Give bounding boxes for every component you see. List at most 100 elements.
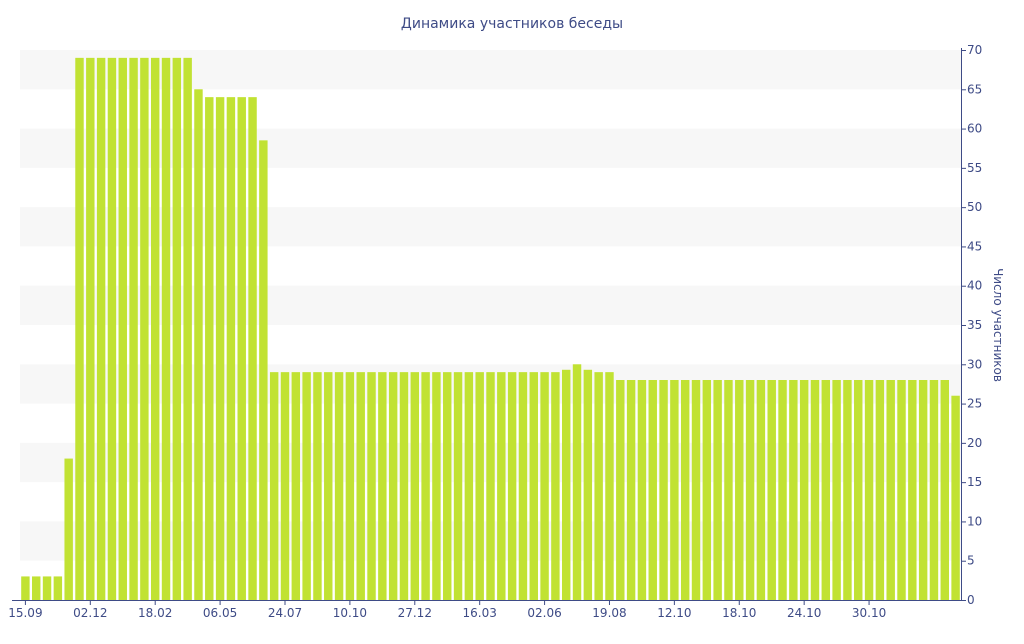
bar xyxy=(248,97,257,601)
bar xyxy=(929,380,939,600)
bar xyxy=(259,140,268,600)
grid-band xyxy=(20,207,961,247)
bar xyxy=(918,380,928,600)
x-tick-label: 24.07 xyxy=(268,606,302,620)
bar xyxy=(702,380,712,600)
bar xyxy=(951,395,960,600)
bar xyxy=(475,372,484,600)
bar xyxy=(518,372,528,600)
bar xyxy=(86,57,95,601)
bar xyxy=(875,380,885,600)
bar xyxy=(172,57,182,601)
grid-band xyxy=(20,128,961,168)
bars xyxy=(21,57,960,601)
bar xyxy=(313,372,322,600)
bar xyxy=(486,372,495,600)
x-tick-label: 02.12 xyxy=(73,606,107,620)
bar xyxy=(96,57,106,601)
bar xyxy=(616,380,625,600)
axes: 0 5 10 15 20 25 30 35 40 45 50 55 60 65 70 15.09 02.12 18… xyxy=(8,43,982,620)
bar xyxy=(356,372,365,600)
bar xyxy=(680,380,690,600)
bar xyxy=(540,372,549,600)
bar xyxy=(410,372,420,600)
bar xyxy=(64,458,73,600)
x-tick-label: 18.02 xyxy=(138,606,172,620)
bar xyxy=(767,380,776,600)
bar xyxy=(626,380,636,600)
bar xyxy=(215,97,225,601)
bar xyxy=(42,576,52,600)
bar xyxy=(291,372,301,600)
x-tick-label: 19.08 xyxy=(592,606,626,620)
bar xyxy=(854,380,863,600)
bar xyxy=(745,380,755,600)
bar xyxy=(367,372,376,600)
x-tick-label: 18.10 xyxy=(722,606,756,620)
y-tick-label: 40 xyxy=(967,279,982,293)
bar xyxy=(594,372,603,600)
bar xyxy=(886,380,895,600)
bar xyxy=(572,364,582,600)
bar xyxy=(443,372,452,600)
bar xyxy=(497,372,506,600)
bar xyxy=(821,380,831,600)
bar xyxy=(864,380,874,600)
y-tick-label: 65 xyxy=(967,82,982,96)
bar xyxy=(843,380,852,600)
bar xyxy=(302,372,311,600)
bar xyxy=(107,57,117,601)
x-tick-label: 27.12 xyxy=(398,606,432,620)
bar xyxy=(756,380,766,600)
bar xyxy=(659,380,668,600)
bar xyxy=(897,380,906,600)
bar xyxy=(670,380,679,600)
x-tick-label: 30.10 xyxy=(852,606,886,620)
bar xyxy=(378,372,387,600)
y-tick-label: 55 xyxy=(967,161,982,175)
bar xyxy=(140,57,149,601)
x-tick-label: 12.10 xyxy=(657,606,691,620)
bar xyxy=(21,576,30,600)
y-tick-label: 45 xyxy=(967,239,982,253)
y-tick-label: 30 xyxy=(967,357,982,371)
grid-band xyxy=(20,285,961,325)
bar xyxy=(269,372,279,600)
bar xyxy=(237,97,246,601)
bar xyxy=(399,372,409,600)
x-tick-label: 24.10 xyxy=(787,606,821,620)
bar xyxy=(324,372,333,600)
bar xyxy=(529,372,538,600)
bar xyxy=(421,372,430,600)
bar xyxy=(789,380,798,600)
bar xyxy=(388,372,398,600)
y-tick-label: 25 xyxy=(967,397,982,411)
y-tick-label: 5 xyxy=(967,554,975,568)
y-tick-label: 70 xyxy=(967,43,982,57)
bar xyxy=(832,380,841,600)
bar xyxy=(118,57,127,601)
bar xyxy=(75,57,84,601)
grid-band xyxy=(20,50,961,90)
bar xyxy=(453,372,463,600)
bar xyxy=(724,380,733,600)
y-tick-label: 35 xyxy=(967,318,982,332)
bar xyxy=(605,372,614,600)
y-tick-label: 15 xyxy=(967,475,982,489)
chart-title: Динамика участников беседы xyxy=(401,16,623,32)
x-tick-label: 15.09 xyxy=(8,606,42,620)
bar xyxy=(778,380,787,600)
bar xyxy=(53,576,63,600)
bar xyxy=(280,372,290,600)
x-tick-label: 10.10 xyxy=(333,606,367,620)
x-tick-label: 16.03 xyxy=(463,606,497,620)
bar xyxy=(799,380,809,600)
bar xyxy=(551,372,560,600)
bar xyxy=(507,372,517,600)
bar xyxy=(183,57,192,601)
x-tick-label: 06.05 xyxy=(203,606,237,620)
x-tick-label: 02.06 xyxy=(527,606,561,620)
bar xyxy=(637,380,647,600)
